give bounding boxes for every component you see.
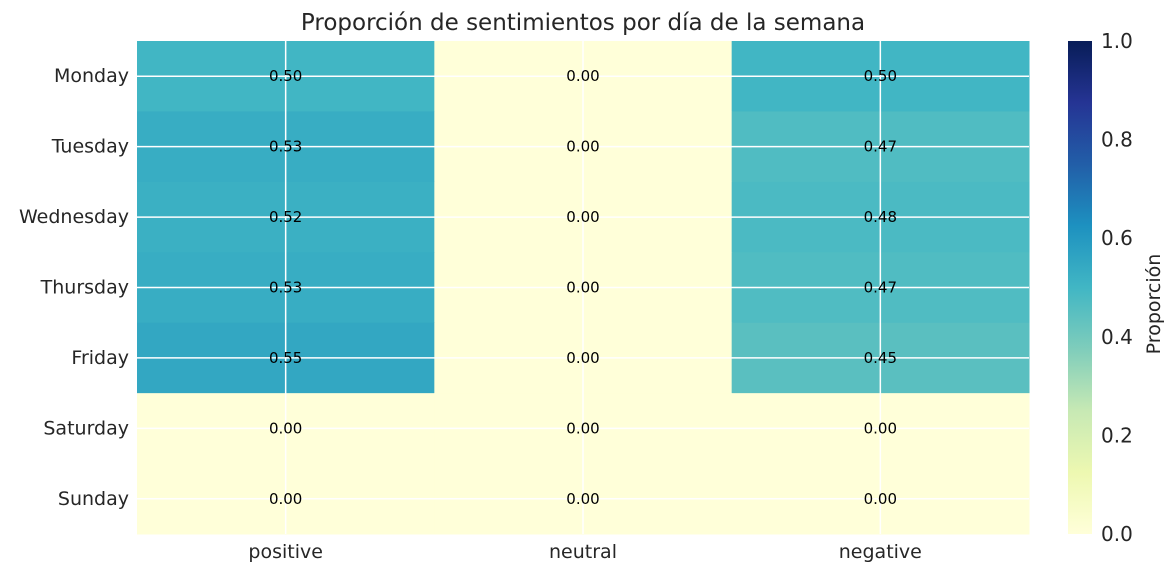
heatmap-cell-labels: 0.50 0.00 0.50 0.53 0.00 0.47 0.52 0.00 0.48 0.53… bbox=[269, 67, 897, 508]
cell-value-label: 0.00 bbox=[269, 419, 302, 437]
chart-title: Proporción de sentimientos por día de la… bbox=[301, 10, 865, 36]
cell-value-label: 0.00 bbox=[566, 67, 599, 85]
cell-value-label: 0.55 bbox=[269, 349, 302, 367]
colorbar-ticks: 0.0 0.2 0.4 0.6 0.8 1.0 bbox=[1101, 29, 1133, 546]
cell-value-label: 0.47 bbox=[864, 279, 897, 297]
heatmap-grid bbox=[137, 41, 1029, 534]
cell-value-label: 0.00 bbox=[269, 490, 302, 508]
cell-value-label: 0.53 bbox=[269, 138, 302, 156]
y-tick-labels: Monday Tuesday Wednesday Thursday Friday Satu… bbox=[19, 65, 129, 510]
x-tick-label: positive bbox=[248, 541, 323, 563]
colorbar-gradient bbox=[1068, 41, 1092, 534]
y-tick-label: Saturday bbox=[43, 417, 129, 439]
cell-value-label: 0.50 bbox=[864, 67, 897, 85]
y-tick-label: Thursday bbox=[40, 277, 129, 299]
colorbar-tick-label: 0.8 bbox=[1101, 128, 1133, 152]
colorbar-tick-label: 0.2 bbox=[1101, 423, 1133, 447]
y-tick-label: Wednesday bbox=[19, 206, 129, 228]
cell-value-label: 0.00 bbox=[566, 138, 599, 156]
cell-value-label: 0.00 bbox=[566, 208, 599, 226]
colorbar-tick-label: 1.0 bbox=[1101, 29, 1133, 53]
colorbar-label: Proporción bbox=[1143, 254, 1165, 355]
colorbar-tick-label: 0.4 bbox=[1101, 325, 1133, 349]
colorbar: 0.0 0.2 0.4 0.6 0.8 1.0 Proporción bbox=[1068, 29, 1165, 546]
cell-value-label: 0.50 bbox=[269, 67, 302, 85]
y-tick-label: Sunday bbox=[58, 488, 129, 510]
y-tick-label: Monday bbox=[54, 65, 129, 87]
cell-value-label: 0.00 bbox=[566, 349, 599, 367]
cell-value-label: 0.00 bbox=[864, 419, 897, 437]
colorbar-tick-label: 0.0 bbox=[1101, 522, 1133, 546]
cell-value-label: 0.53 bbox=[269, 279, 302, 297]
cell-value-label: 0.00 bbox=[864, 490, 897, 508]
cell-value-label: 0.48 bbox=[864, 208, 897, 226]
cell-value-label: 0.00 bbox=[566, 279, 599, 297]
cell-value-label: 0.00 bbox=[566, 419, 599, 437]
y-tick-label: Tuesday bbox=[51, 136, 129, 158]
cell-value-label: 0.45 bbox=[864, 349, 897, 367]
x-tick-label: neutral bbox=[549, 541, 617, 563]
cell-value-label: 0.52 bbox=[269, 208, 302, 226]
x-tick-label: negative bbox=[839, 541, 922, 563]
cell-value-label: 0.47 bbox=[864, 138, 897, 156]
x-tick-labels: positive neutral negative bbox=[248, 541, 921, 563]
y-tick-label: Friday bbox=[71, 347, 129, 369]
colorbar-tick-label: 0.6 bbox=[1101, 226, 1133, 250]
cell-value-label: 0.00 bbox=[566, 490, 599, 508]
